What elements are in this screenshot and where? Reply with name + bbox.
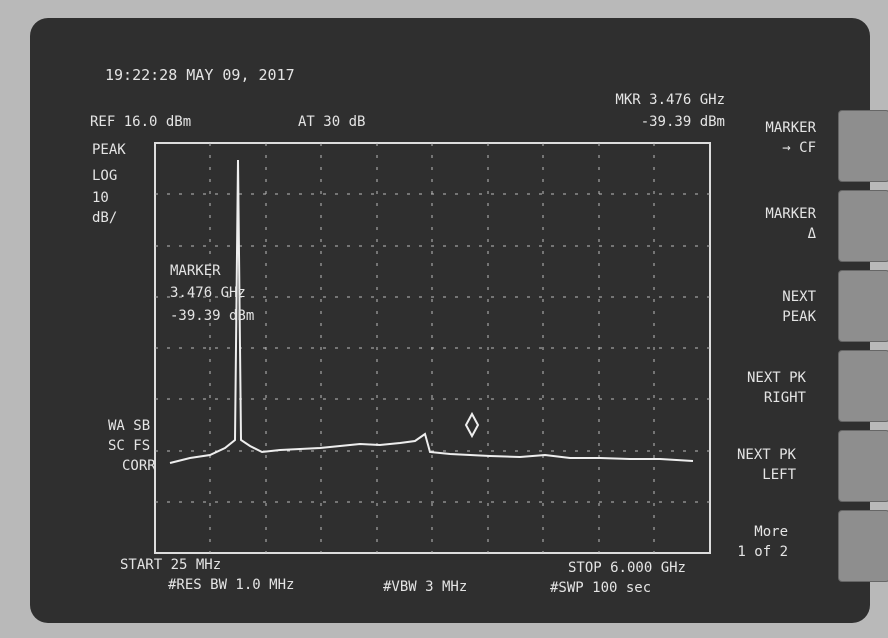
softkey-line: MARKER	[700, 118, 816, 138]
flag: WA SB	[108, 418, 150, 434]
marker-symbol	[466, 414, 478, 436]
stop-frequency: STOP 6.000 GHz	[480, 560, 686, 576]
marker-annot-level: -39.39 dBm	[170, 308, 254, 324]
marker-frequency: MKR 3.476 GHz	[520, 92, 725, 108]
flag: SC FS	[108, 438, 150, 454]
marker-level: -39.39 dBm	[520, 114, 725, 130]
detector: PEAK	[92, 142, 126, 158]
scale-line: LOG	[92, 168, 117, 184]
softkey-line: PEAK	[700, 307, 816, 327]
softkey-line: RIGHT	[690, 388, 806, 408]
softkey-line: NEXT PK	[680, 445, 796, 465]
softkey-line: NEXT	[700, 287, 816, 307]
scale-line: dB/	[92, 210, 117, 226]
softkey[interactable]: MARKER→ CF	[700, 118, 816, 158]
marker-title: MARKER	[170, 263, 221, 279]
softkey-line: → CF	[700, 138, 816, 158]
attenuation: AT 30 dB	[298, 114, 365, 130]
softkey-line: 1 of 2	[672, 542, 788, 562]
page: 19:22:28 MAY 09, 2017 REF 16.0 dBm AT 30…	[0, 0, 888, 638]
video-bandwidth: #VBW 3 MHz	[383, 579, 467, 595]
softkey-line: MARKER	[700, 204, 816, 224]
softkey-line: More	[672, 522, 788, 542]
softkey-line: NEXT PK	[690, 368, 806, 388]
reference-level: REF 16.0 dBm	[90, 114, 191, 130]
flag: CORR	[122, 458, 156, 474]
datetime: 19:22:28 MAY 09, 2017	[105, 67, 295, 83]
sweep-time: #SWP 100 sec	[550, 580, 651, 596]
softkey-line: Δ	[700, 224, 816, 244]
softkey-line: LEFT	[680, 465, 796, 485]
resolution-bandwidth: #RES BW 1.0 MHz	[168, 577, 294, 593]
marker-annot-frequency: 3.476 GHz	[170, 285, 246, 301]
start-frequency: START 25 MHz	[120, 557, 221, 573]
scale-line: 10	[92, 190, 109, 206]
